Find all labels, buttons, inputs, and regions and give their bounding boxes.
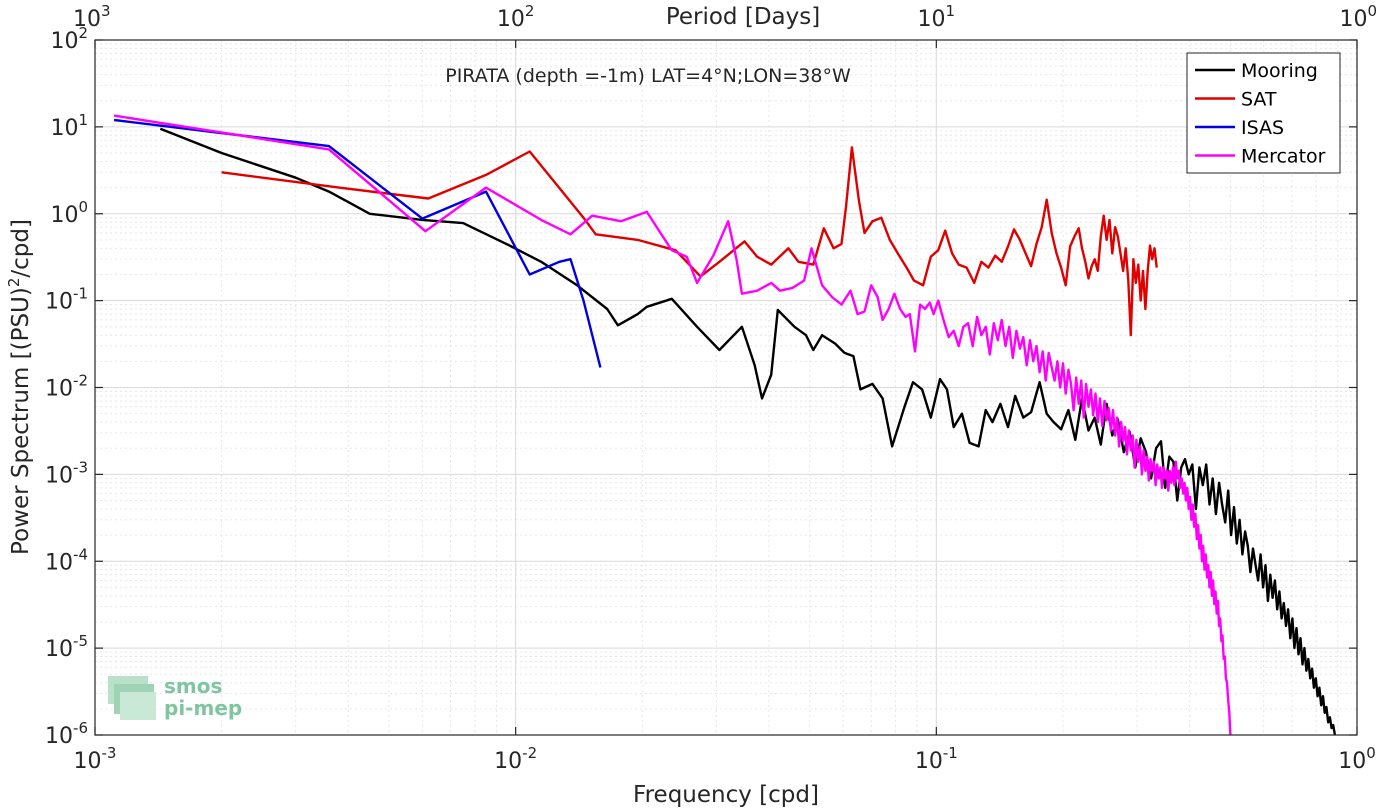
y-tick-label-base: 10: [45, 724, 73, 749]
x2-tick-label-exponent: 3: [101, 2, 111, 20]
x2-tick-label: 103: [73, 2, 111, 32]
x-tick-label-exponent: 0: [1366, 744, 1376, 762]
legend: Mooring SAT ISAS Mercator: [1186, 52, 1341, 174]
y-tick-label-exponent: -6: [73, 719, 88, 737]
x-tick-label: 100: [1338, 744, 1376, 774]
y-tick-label-exponent: -2: [73, 372, 88, 390]
x-tick-label-exponent: -3: [102, 744, 117, 762]
logo-text-line1: smos: [164, 674, 222, 698]
y-tick-label: 10-2: [45, 372, 88, 402]
y-tick-label: 101: [50, 111, 88, 141]
legend-label: Mooring: [1241, 60, 1318, 82]
x-tick-label: 10-2: [494, 744, 537, 774]
y-tick-label-base: 10: [50, 203, 78, 228]
y-tick-label: 10-1: [45, 285, 88, 315]
chart-title: PIRATA (depth =-1m) LAT=4°N;LON=38°W: [445, 65, 851, 87]
logo-text-line2: pi-mep: [164, 696, 242, 720]
y-tick-label-base: 10: [50, 29, 78, 54]
x-tick-label-base: 10: [74, 749, 102, 774]
x-tick-label-exponent: -2: [522, 744, 537, 762]
legend-item: ISAS: [1195, 117, 1284, 139]
y-tick-label-base: 10: [45, 550, 73, 575]
y-axis-title-main: Power Spectrum [(PSU): [8, 287, 34, 555]
y-tick-label: 10-4: [45, 545, 88, 575]
legend-label: SAT: [1241, 89, 1277, 111]
series-line-mercator: [113, 114, 1232, 735]
legend-label: ISAS: [1241, 117, 1284, 139]
y-tick-label-exponent: -3: [73, 458, 88, 476]
legend-label: Mercator: [1241, 146, 1326, 168]
x-tick-label: 10-1: [915, 744, 958, 774]
series-line-sat: [221, 146, 1158, 337]
ticks: 10-3 10-2 10-1 10010210110010-110-210-310-4…: [45, 2, 1377, 774]
y-tick-label-exponent: 1: [78, 111, 88, 129]
y-tick-label: 10-3: [45, 458, 88, 488]
x2-tick-label-base: 10: [73, 7, 101, 32]
legend-box: [1186, 52, 1341, 174]
grid: [94, 39, 1358, 736]
y-tick-label-base: 10: [45, 377, 73, 402]
y-tick-label-base: 10: [45, 290, 73, 315]
x2-tick-label-base: 10: [918, 7, 946, 32]
x2-tick-label-exponent: 2: [525, 2, 535, 20]
y-tick-label-exponent: 0: [78, 198, 88, 216]
series-line-isas: [113, 118, 602, 368]
y-axis-title-tail: /cpd]: [8, 219, 34, 278]
y-axis-title: Power Spectrum [(PSU)2/cpd]: [5, 219, 34, 555]
x2-tick-label: 102: [497, 2, 535, 32]
x-axis-title: Frequency [cpd]: [633, 782, 819, 808]
x2-tick-label: 101: [918, 2, 956, 32]
x-tick-label-base: 10: [915, 749, 943, 774]
legend-item: Mooring: [1195, 60, 1318, 82]
x-tick-label-base: 10: [1338, 749, 1366, 774]
x2-tick-label-exponent: 1: [946, 2, 956, 20]
logo-mark-front: [120, 692, 156, 720]
smos-pi-mep-logo: smos pi-mep: [108, 674, 242, 720]
y-tick-label-exponent: -4: [73, 545, 88, 563]
x2-tick-label-base: 10: [497, 7, 525, 32]
x2-tick-label: 100: [1339, 2, 1377, 32]
y-tick-label-base: 10: [45, 637, 73, 662]
y-tick-label: 100: [50, 198, 88, 228]
x2-tick-label-exponent: 0: [1367, 2, 1377, 20]
x-tick-label-base: 10: [494, 749, 522, 774]
y-tick-label-base: 10: [45, 463, 73, 488]
y-tick-label: 102: [50, 24, 88, 54]
x2-tick-label-base: 10: [1339, 7, 1367, 32]
y-tick-label: 10-5: [45, 632, 88, 662]
x-tick-label-exponent: -1: [943, 744, 958, 762]
series-line-mooring: [159, 127, 1337, 735]
y-tick-label-exponent: -1: [73, 285, 88, 303]
legend-item: SAT: [1195, 89, 1277, 111]
x-tick-label: 10-3: [74, 744, 117, 774]
y-axis-title-sup: 2: [5, 278, 23, 288]
y-tick-label-exponent: 2: [78, 24, 88, 42]
y-tick-label-base: 10: [50, 116, 78, 141]
legend-item: Mercator: [1195, 146, 1326, 168]
y-tick-label-exponent: -5: [73, 632, 88, 650]
y-tick-label: 10-6: [45, 719, 88, 749]
series-layer: [113, 114, 1337, 735]
x2-axis-title: Period [Days]: [666, 4, 820, 30]
